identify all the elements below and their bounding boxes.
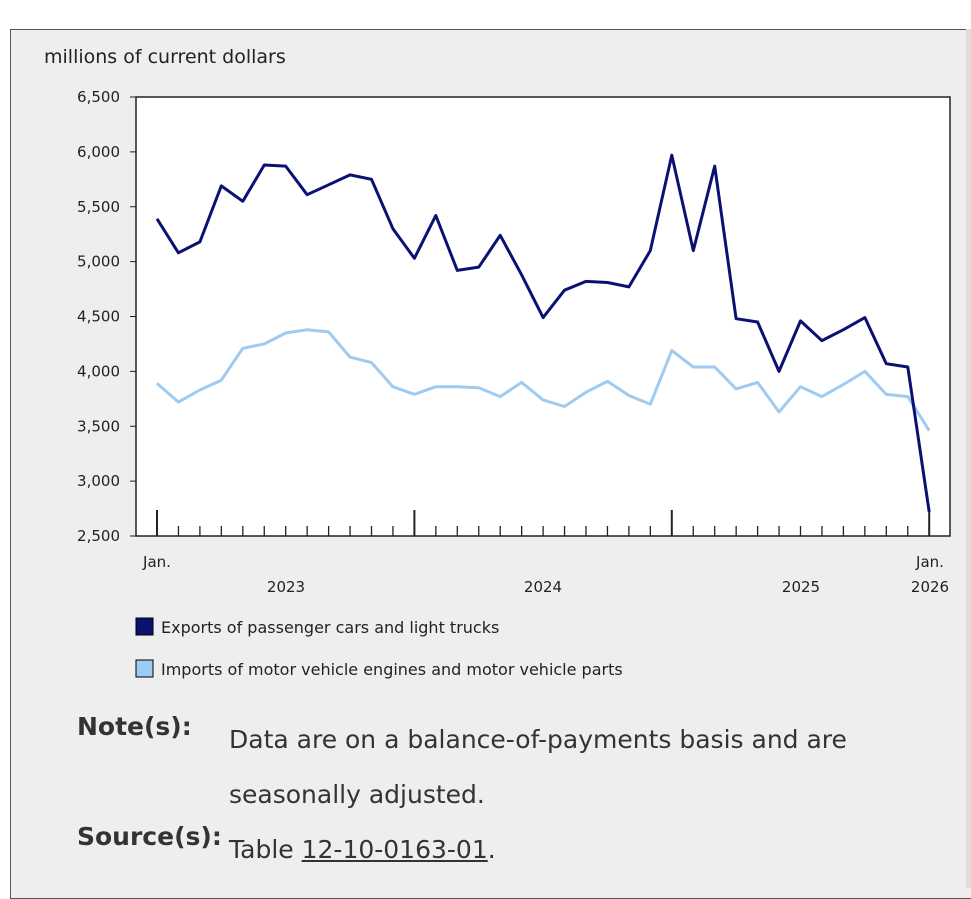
y-tick-label: 4,000 — [77, 362, 120, 380]
legend-swatch-exports — [135, 617, 154, 636]
x-year-label-2023: 2023 — [267, 578, 305, 596]
line-chart: millions of current dollars 2,500 3,000 3,… — [44, 46, 951, 679]
y-tick-label: 6,000 — [77, 143, 120, 161]
x-year-label-2025: 2025 — [782, 578, 820, 596]
scrollbar[interactable] — [966, 29, 971, 888]
source-prefix: Table — [229, 835, 302, 864]
y-tick-label: 2,500 — [77, 527, 120, 545]
y-tick-label: 4,500 — [77, 308, 120, 326]
note-label: Note(s): — [77, 712, 192, 741]
legend-swatch-imports — [135, 659, 154, 678]
series-line-exports — [155, 153, 931, 513]
source-suffix: . — [487, 835, 496, 864]
legend-label-exports: Exports of passenger cars and light truc… — [161, 618, 499, 637]
y-tick-label: 5,500 — [77, 198, 120, 216]
source-label: Source(s): — [77, 822, 222, 851]
legend-label-imports: Imports of motor vehicle engines and mot… — [161, 660, 623, 679]
x-month-label-first: Jan. — [142, 553, 171, 571]
legend: Exports of passenger cars and light truc… — [135, 617, 623, 679]
y-axis-unit-label: millions of current dollars — [44, 46, 286, 68]
y-tick-label: 5,000 — [77, 253, 120, 271]
x-year-label-2024: 2024 — [524, 578, 562, 596]
x-year-label-2026: 2026 — [911, 578, 949, 596]
series-line-imports — [156, 328, 931, 432]
source-table-link[interactable]: 12-10-0163-01 — [301, 835, 488, 864]
y-tick-label: 6,500 — [77, 88, 120, 106]
source-text: Table 12-10-0163-01. — [229, 822, 879, 877]
y-tick-label: 3,500 — [77, 417, 120, 435]
note-text: Data are on a balance-of-payments basis … — [229, 725, 847, 809]
x-month-label-last: Jan. — [915, 553, 944, 571]
y-tick-label: 3,000 — [77, 472, 120, 490]
